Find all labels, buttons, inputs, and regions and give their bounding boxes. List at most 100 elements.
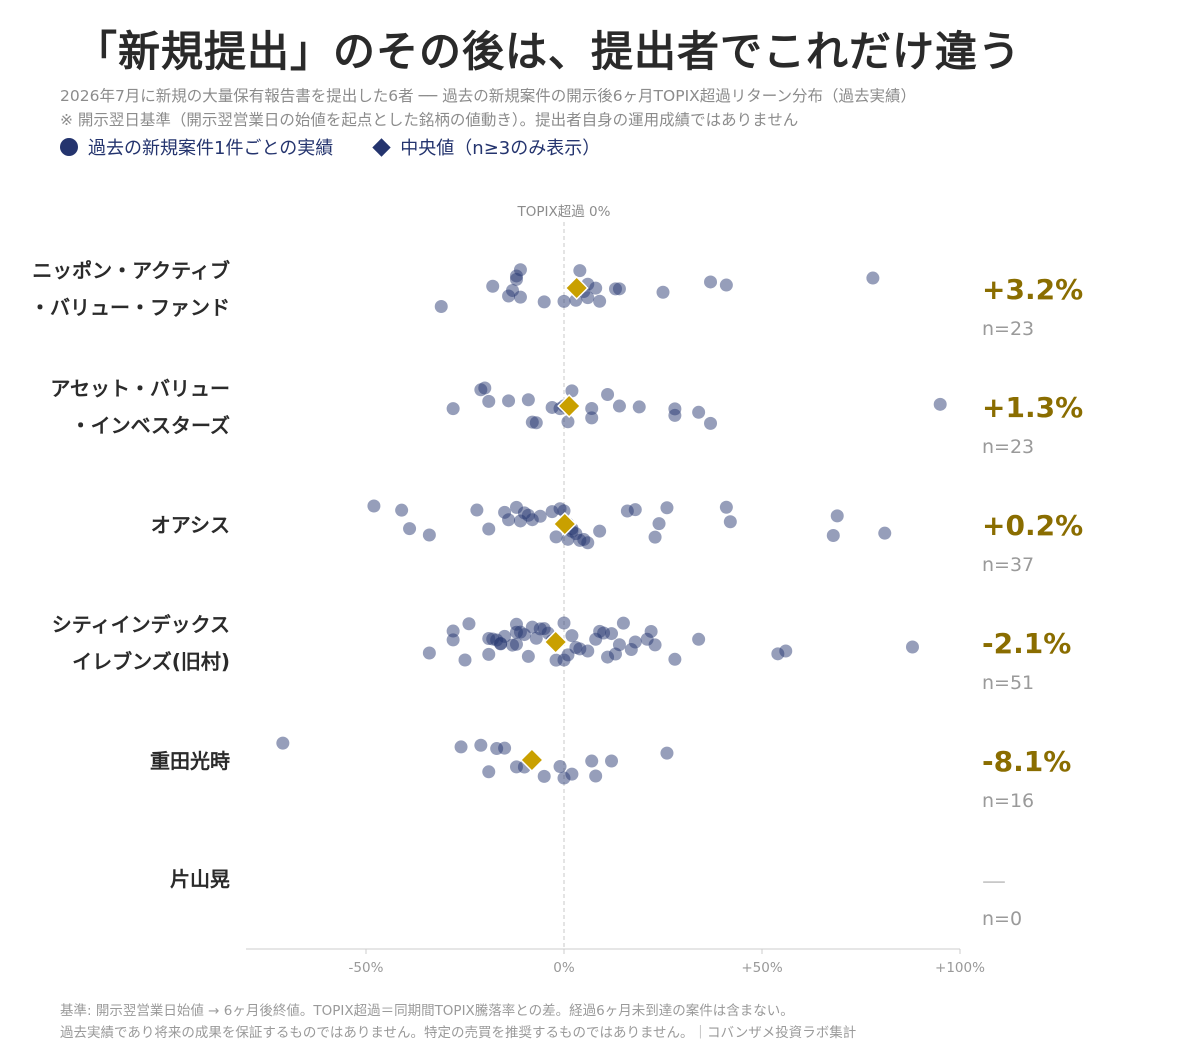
data-point [557, 771, 571, 785]
median-value-label: -8.1% [982, 745, 1071, 778]
data-point [529, 631, 543, 645]
data-point [498, 629, 512, 643]
data-point [589, 632, 603, 646]
data-point [525, 620, 539, 634]
sample-size-label: n=51 [982, 672, 1034, 694]
data-point [525, 513, 539, 527]
data-point [668, 408, 682, 422]
data-point [549, 530, 563, 544]
footnote-disclaimer: 過去実績であり将来の成果を保証するものではありません。特定の売買を推奨するもので… [60, 1025, 857, 1041]
data-point [474, 383, 488, 397]
data-point [506, 283, 520, 297]
data-point [593, 524, 607, 538]
data-point [557, 616, 571, 630]
data-point [779, 644, 793, 658]
data-point [628, 503, 642, 517]
data-point [482, 394, 496, 408]
median-marker [519, 747, 544, 773]
x-tick-label: -50% [349, 960, 384, 976]
data-point [557, 294, 571, 308]
data-point [509, 272, 523, 286]
data-point [581, 291, 595, 305]
data-point [513, 263, 527, 277]
data-point [498, 741, 512, 755]
data-point [585, 402, 599, 416]
data-point [573, 533, 587, 547]
legend-dot-marker [60, 138, 78, 156]
data-point [474, 738, 488, 752]
chart-subtitle: 2026年7月に新規の大量保有報告書を提出した6者 ── 過去の新規案件の開示後… [60, 87, 916, 105]
data-point [593, 624, 607, 638]
median-value-label: +3.2% [982, 273, 1083, 306]
data-point [573, 642, 587, 656]
data-point [692, 632, 706, 646]
data-point [561, 648, 575, 662]
data-point [569, 640, 583, 654]
data-point [498, 505, 512, 519]
data-point [771, 647, 785, 661]
chart-note: ※ 開示翌日基準（開示翌営業日の始値を起点とした銘柄の値動き）。提出者自身の運用… [60, 111, 799, 129]
data-point [866, 271, 880, 285]
data-point [395, 503, 409, 517]
data-point [509, 269, 523, 283]
data-point [525, 415, 539, 429]
data-point [529, 416, 543, 430]
x-tick-label: +100% [935, 960, 985, 976]
sample-size-label: n=23 [982, 436, 1034, 458]
data-point [826, 528, 840, 542]
data-point [482, 631, 496, 645]
data-point [509, 760, 523, 774]
data-point [704, 416, 718, 430]
data-point [502, 394, 516, 408]
median-value-label: +0.2% [982, 509, 1083, 542]
data-point [656, 285, 670, 299]
data-point [403, 522, 417, 536]
sample-size-label: n=37 [982, 554, 1034, 576]
data-point [585, 754, 599, 768]
median-marker [552, 511, 577, 537]
data-point [608, 647, 622, 661]
data-point [513, 290, 527, 304]
data-point [624, 643, 638, 657]
data-point [581, 644, 595, 658]
median-value-label: +1.3% [982, 391, 1083, 424]
median-value-label: -2.1% [982, 627, 1071, 660]
data-point [434, 300, 448, 314]
data-point [605, 754, 619, 768]
data-point [569, 527, 583, 541]
data-point [632, 400, 646, 414]
data-point [553, 502, 567, 516]
data-point [422, 528, 436, 542]
data-point [620, 504, 634, 518]
data-point [533, 622, 547, 636]
data-point [577, 532, 591, 546]
data-point [878, 526, 892, 540]
row-label: イレブンズ(旧村) [72, 650, 230, 674]
data-point [573, 264, 587, 278]
data-point [276, 736, 290, 750]
data-point [660, 501, 674, 515]
data-point [601, 388, 615, 402]
data-point [502, 513, 516, 527]
data-point [905, 640, 919, 654]
data-point [509, 617, 523, 631]
data-point [830, 509, 844, 523]
sample-size-label: n=23 [982, 318, 1034, 340]
median-marker [564, 275, 589, 301]
data-point [545, 400, 559, 414]
data-point [490, 742, 504, 756]
data-point [648, 530, 662, 544]
data-point [597, 626, 611, 640]
data-point [585, 411, 599, 425]
data-point [565, 384, 579, 398]
data-point [557, 504, 571, 518]
data-point [545, 505, 559, 519]
data-point [521, 508, 535, 522]
legend: 過去の新規案件1件ごとの実績 中央値（n≥3のみ表示） [60, 134, 600, 160]
data-point [719, 500, 733, 514]
data-point [478, 381, 492, 395]
row-label: ・インベスターズ [71, 414, 230, 438]
legend-median-label: 中央値（n≥3のみ表示） [400, 138, 601, 159]
x-tick-label: +50% [741, 960, 782, 976]
median-value-label: — [982, 867, 1006, 895]
